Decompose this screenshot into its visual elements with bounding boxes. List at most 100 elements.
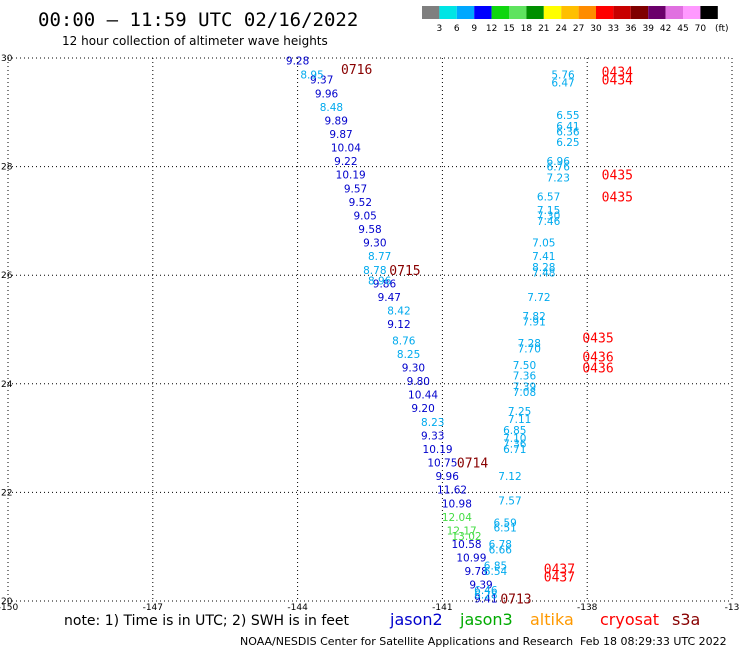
colorbar-unit: (ft)	[715, 24, 729, 34]
colorbar-swatch	[474, 6, 492, 19]
swh-label: 9.57	[344, 183, 367, 195]
colorbar-tick-label: 27	[573, 24, 584, 34]
swh-label: 6.36	[556, 126, 580, 138]
swh-label: 6.51	[493, 523, 516, 535]
swh-label: 7.46	[537, 216, 561, 228]
y-tick-label: 28	[1, 163, 13, 173]
x-tick-label: -147	[143, 603, 163, 613]
swh-label: 9.52	[349, 197, 372, 209]
swh-label: 9.12	[387, 319, 410, 331]
plot-axes: -150 -147 -144 -141 -138 -13 20 22 24 26 28 30	[0, 54, 739, 613]
legend-entry: s3a	[672, 610, 700, 629]
swh-label: 9.28	[286, 56, 309, 68]
swh-label: 9.96	[315, 88, 339, 100]
swh-label: 10.04	[331, 143, 361, 155]
colorbar-tick-label: 9	[471, 24, 477, 34]
colorbar-swatch	[665, 6, 683, 19]
pass-time-label: 0714	[457, 457, 488, 472]
pass-time-label: 0434	[602, 66, 633, 81]
swh-label: 10.75	[427, 458, 457, 470]
swh-label: 9.39	[469, 580, 492, 592]
y-tick-label: 22	[1, 488, 12, 498]
y-tick-label: 26	[1, 271, 13, 281]
footer-note: note: 1) Time is in UTC; 2) SWH is in fe…	[64, 613, 350, 629]
legend-entry: jason3	[459, 610, 513, 629]
swh-label: 9.05	[353, 210, 376, 222]
colorbar-tick-label: 33	[608, 24, 619, 34]
swh-label: 8.77	[368, 251, 391, 263]
y-tick-label: 20	[1, 597, 13, 607]
swh-label: 9.33	[421, 430, 444, 442]
swh-label: 6.46	[474, 585, 498, 597]
swh-label: 8.25	[397, 349, 420, 361]
swh-label: 8.95	[300, 69, 323, 81]
swh-label: 7.41	[532, 251, 555, 263]
swh-label: 10.99	[456, 553, 486, 565]
swh-label: 6.85	[503, 425, 526, 437]
swh-label: 6.47	[551, 77, 574, 89]
colorbar-swatch	[422, 6, 440, 19]
swh-label: 8.28	[532, 262, 555, 274]
colorbar-tick-label: 70	[695, 24, 707, 34]
swh-label: 7.15	[537, 205, 560, 217]
x-tick-label: -141	[432, 603, 452, 613]
plot-grid	[7, 57, 733, 602]
swh-label: 6.57	[537, 191, 560, 203]
swh-label: 7.08	[513, 387, 536, 399]
pass-time-label: 0436	[582, 362, 613, 377]
swh-label: 7.11	[508, 414, 531, 426]
swh-label: 7.12	[498, 471, 521, 483]
swh-label: 6.28	[474, 589, 497, 601]
legend-entry: cryosat	[600, 610, 659, 629]
x-tick-label: -138	[577, 603, 598, 613]
swh-label: 6.59	[493, 517, 516, 529]
colorbar: 3 6 9 12 15 18 21 24 27 30 33 36 39 42 45 70	[422, 6, 718, 34]
swh-label: 9.47	[378, 292, 401, 304]
swh-label: 9.30	[402, 363, 425, 375]
colorbar-tick-label: 45	[677, 24, 688, 34]
swh-label: 8.23	[421, 417, 444, 429]
pass-time-label: 0435	[582, 332, 613, 347]
colorbar-swatch	[700, 6, 718, 19]
swh-label: 9.89	[325, 115, 348, 127]
colorbar-tick-label: 3	[437, 24, 443, 34]
swh-label: 9.30	[363, 238, 386, 250]
colorbar-tick-label: 39	[642, 24, 654, 34]
footer-timestamp: Feb 18 08:29:33 UTC 2022	[580, 635, 727, 648]
swh-label: 6.78	[489, 539, 512, 551]
footer-credit: NOAA/NESDIS Center for Satellite Applica…	[240, 635, 573, 648]
chart-title: 00:00 – 11:59 UTC 02/16/2022	[38, 9, 358, 31]
swh-label: 7.72	[527, 292, 550, 304]
swh-label: 9.37	[310, 75, 333, 87]
swh-label: 7.28	[518, 338, 541, 350]
pass-time-label: 0435	[602, 190, 633, 205]
swh-label: 9.78	[464, 566, 487, 578]
colorbar-tick-label: 12	[486, 24, 497, 34]
swh-label: 6.76	[547, 162, 571, 174]
x-tick-label: -144	[287, 603, 308, 613]
swh-label: 8.96	[368, 276, 392, 288]
pass-time-label: 0437	[544, 571, 575, 586]
legend-entry: jason2	[389, 610, 443, 629]
swh-label: 6.71	[503, 444, 526, 456]
swh-label: 6.66	[489, 544, 513, 556]
colorbar-tick-label: 24	[555, 24, 567, 34]
chart-subtitle: 12 hour collection of altimeter wave hei…	[62, 34, 328, 48]
legend-entry: altika	[530, 610, 574, 629]
swh-label: 7.82	[522, 311, 545, 323]
swh-label: 7.39	[513, 382, 536, 394]
swh-label: 6.85	[484, 561, 507, 573]
swh-label: 7.10	[503, 433, 526, 445]
colorbar-swatch	[683, 6, 701, 19]
colorbar-swatch	[526, 6, 544, 19]
swh-label: 7.30	[537, 210, 560, 222]
swh-label: 8.78	[363, 265, 386, 277]
pass-time-label: 0713	[500, 592, 531, 607]
swh-label: 9.96	[436, 471, 460, 483]
colorbar-swatch	[543, 6, 562, 19]
swh-label: 7.25	[508, 406, 531, 418]
swh-label: 9.80	[407, 376, 430, 388]
colorbar-tick-label: 21	[538, 24, 549, 34]
